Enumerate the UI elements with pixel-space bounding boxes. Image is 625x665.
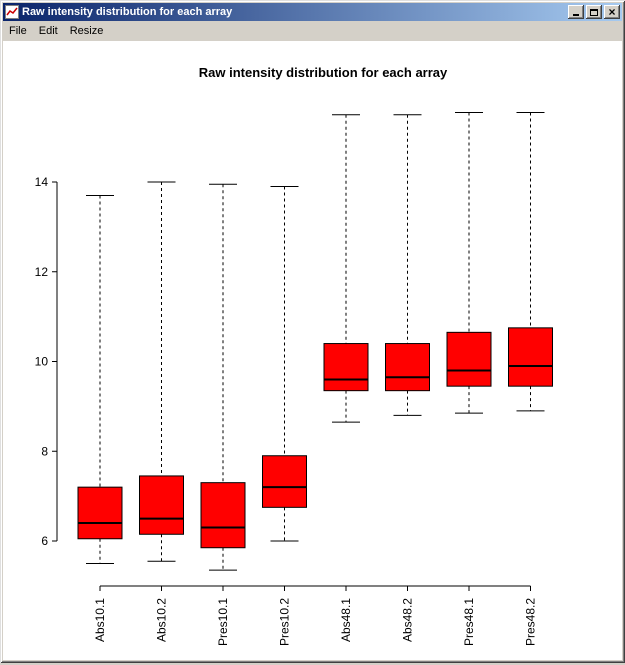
x-category-label: Pres10.1 (216, 598, 230, 646)
y-tick-label: 6 (41, 534, 48, 548)
close-button[interactable]: × (604, 5, 620, 19)
chart-title: Raw intensity distribution for each arra… (199, 65, 448, 80)
boxplot-chart: Raw intensity distribution for each arra… (35, 65, 553, 646)
minimize-icon (573, 14, 579, 16)
iqr-box (323, 343, 369, 392)
iqr-box (508, 327, 553, 387)
maximize-button[interactable] (586, 5, 602, 19)
x-category-label: Abs10.1 (93, 598, 107, 642)
plot-client-area: Raw intensity distribution for each arra… (3, 41, 622, 660)
close-icon: × (608, 5, 616, 19)
x-category-label: Abs10.2 (155, 598, 169, 642)
x-category-label: Pres48.1 (462, 598, 476, 646)
x-category-label: Pres10.2 (278, 598, 292, 646)
iqr-box (139, 475, 184, 535)
x-category-label: Abs48.2 (401, 598, 415, 642)
menu-resize[interactable]: Resize (69, 25, 104, 37)
titlebar[interactable]: Raw intensity distribution for each arra… (3, 3, 622, 21)
y-tick-label: 14 (35, 175, 49, 189)
window-controls: × (568, 5, 620, 19)
minimize-button[interactable] (568, 5, 584, 19)
y-tick-label: 12 (35, 265, 49, 279)
y-tick-label: 8 (41, 444, 48, 458)
menu-edit[interactable]: Edit (38, 25, 58, 37)
x-category-label: Abs48.1 (339, 598, 353, 642)
y-tick-label: 10 (35, 355, 49, 369)
iqr-box (77, 486, 123, 540)
menu-bar: File Edit Resize (3, 21, 622, 41)
iqr-box (262, 455, 307, 508)
iqr-box (385, 343, 430, 392)
iqr-box (200, 482, 246, 549)
iqr-box (446, 331, 492, 387)
x-category-label: Pres48.2 (524, 598, 538, 646)
menu-file[interactable]: File (9, 25, 27, 37)
window-title: Raw intensity distribution for each arra… (22, 6, 233, 18)
maximize-icon (590, 8, 598, 16)
window-icon[interactable] (5, 5, 19, 19)
